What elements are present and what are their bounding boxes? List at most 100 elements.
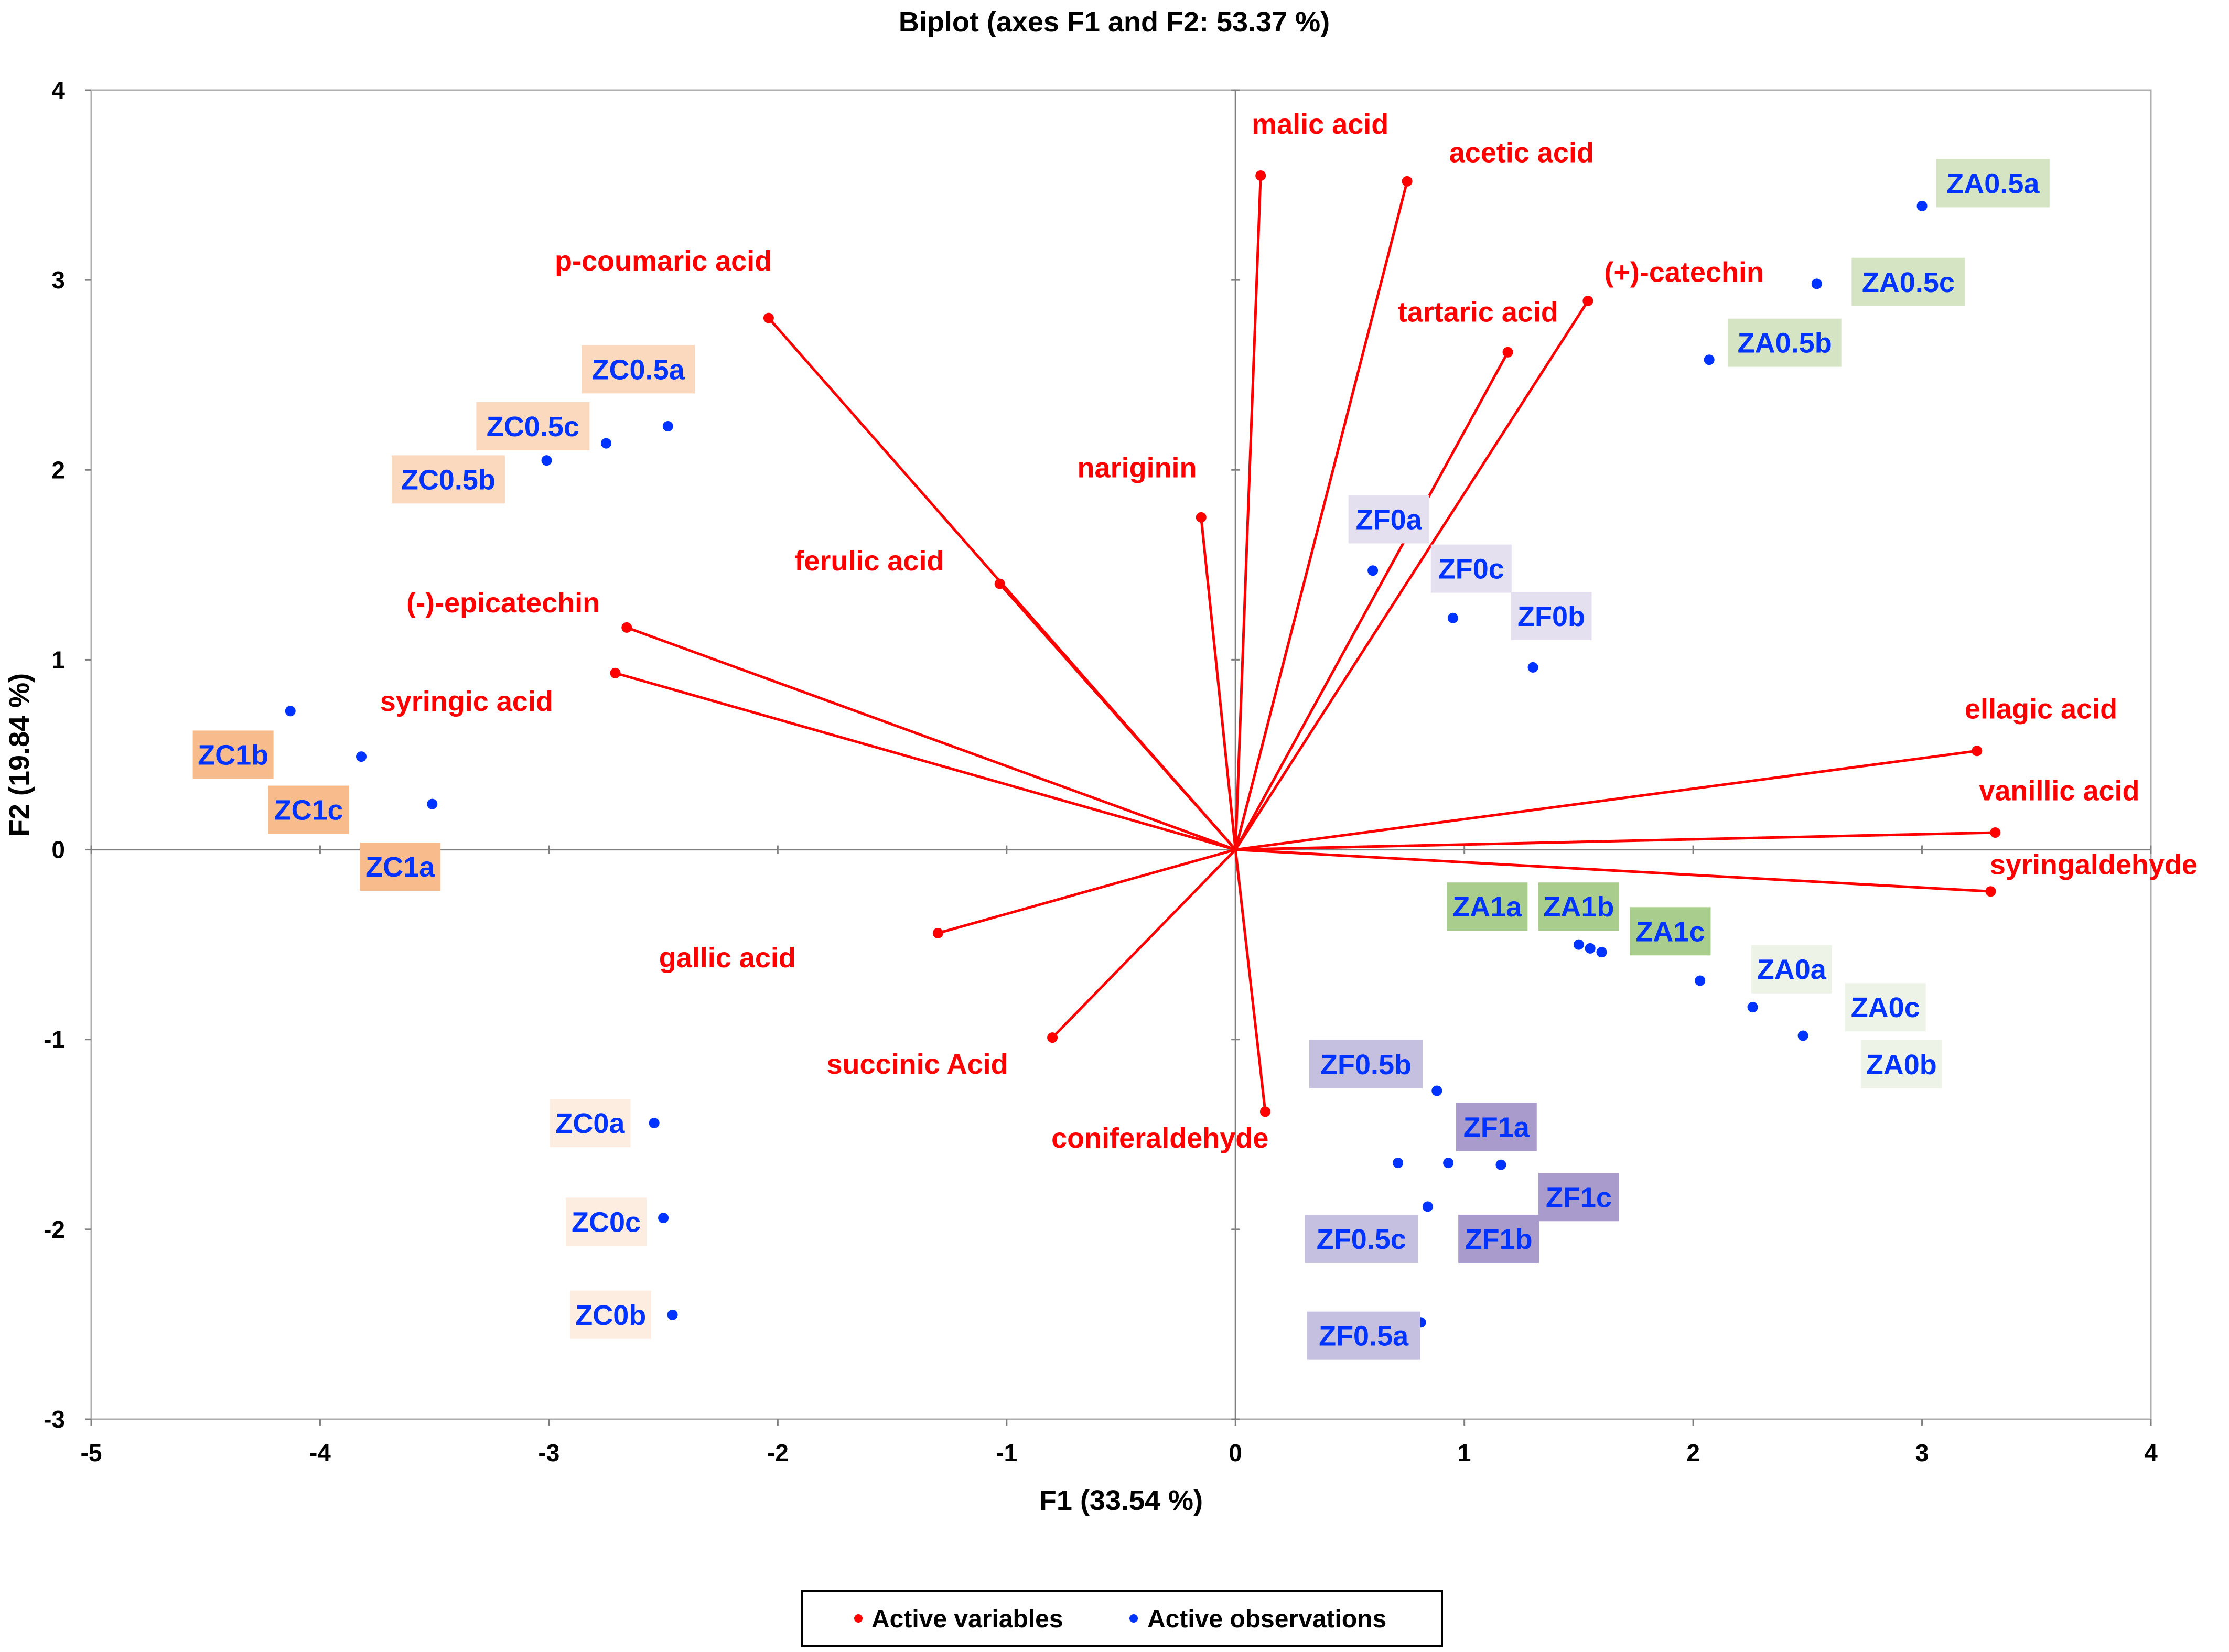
observation-label-box <box>1538 882 1619 931</box>
observation-label-box <box>476 402 590 450</box>
observation-label-box <box>1447 882 1528 931</box>
observation-label-box <box>391 455 505 504</box>
observation-label: ZC0.5c <box>487 411 579 442</box>
variable-label: p-coumaric acid <box>555 245 772 277</box>
x-tick-label: -4 <box>309 1439 331 1466</box>
variable-vector <box>1234 175 1262 850</box>
observation-point <box>1495 1159 1506 1170</box>
variable-label: (+)-catechin <box>1604 257 1764 288</box>
legend-variables-marker <box>854 1614 863 1623</box>
x-tick-label: 4 <box>2144 1439 2158 1466</box>
observation-label-box <box>1305 1214 1418 1263</box>
observation-point <box>667 1309 678 1320</box>
observation-point <box>541 455 552 466</box>
observation-point <box>1367 565 1379 576</box>
observation-label: ZC0.5a <box>592 354 685 385</box>
variable-point <box>1582 295 1593 306</box>
y-tick-label: -3 <box>44 1406 65 1433</box>
variable-label: (-)-epicatechin <box>406 587 600 619</box>
variable-point <box>621 622 632 633</box>
variable-point <box>1402 176 1413 187</box>
observation-label-box <box>1348 495 1429 544</box>
variable-vector <box>1235 848 1991 893</box>
x-tick-label: 1 <box>1458 1439 1471 1466</box>
variable-label: succinic Acid <box>827 1049 1008 1080</box>
variable-point <box>763 312 774 323</box>
observation-label: ZF0.5a <box>1319 1321 1409 1352</box>
variable-label: syringaldehyde <box>1990 849 2198 881</box>
observation-label: ZA0.5a <box>1946 168 2040 199</box>
observation-label-box <box>1751 945 1832 994</box>
observation-point <box>1596 947 1607 958</box>
observation-point <box>427 798 438 809</box>
variable-point <box>1047 1032 1058 1043</box>
variable-vector <box>938 848 1236 935</box>
y-axis-ticks: -3 -2 -1 0 1 2 3 4 <box>44 77 1240 1433</box>
x-tick-label: 0 <box>1229 1439 1242 1466</box>
variable-vector <box>1234 300 1589 850</box>
y-axis-title: F2 (19.84 %) <box>4 673 35 837</box>
observation-point <box>1916 200 1928 211</box>
legend: Active variables Active observations <box>801 1590 1443 1647</box>
x-tick-label: 2 <box>1686 1439 1700 1466</box>
plot-frame <box>90 89 2152 1420</box>
observation-label: ZC1a <box>365 851 435 883</box>
x-tick-label: -1 <box>996 1439 1017 1466</box>
observation-points <box>285 200 1928 1328</box>
observation-label: ZA0b <box>1866 1049 1937 1081</box>
x-axis-title: F1 (33.54 %) <box>1039 1485 1203 1516</box>
observation-point <box>356 751 367 762</box>
variable-label: malic acid <box>1252 109 1388 140</box>
observation-label-box <box>268 785 349 834</box>
observation-point <box>1747 1002 1758 1013</box>
observation-label-box <box>1851 257 1965 306</box>
observation-point <box>1393 1158 1404 1169</box>
observation-point <box>1585 943 1596 954</box>
observation-label: ZA1c <box>1635 916 1705 947</box>
observation-point <box>1443 1158 1454 1169</box>
observation-label-box <box>550 1099 631 1148</box>
variable-vector <box>1200 517 1237 850</box>
observation-label: ZF1c <box>1546 1182 1612 1213</box>
variable-vector <box>1235 749 1977 851</box>
variable-label: coniferaldehyde <box>1051 1122 1268 1154</box>
variable-vector <box>1051 848 1237 1039</box>
variable-point <box>1255 170 1266 181</box>
variable-vectors: malic acid acetic acid p-coumaric acid (+)-… <box>380 109 2198 1154</box>
observation-label-box <box>1430 544 1512 593</box>
observation-label: ZF1b <box>1465 1224 1533 1255</box>
x-tick-label: 3 <box>1915 1439 1929 1466</box>
observation-point <box>1527 662 1538 673</box>
y-tick-label: 4 <box>51 77 65 104</box>
x-tick-label: -5 <box>81 1439 102 1466</box>
x-axis-ticks: -5 -4 -3 -2 -1 0 1 2 3 4 <box>81 845 2158 1466</box>
variable-vector <box>1234 849 1267 1112</box>
observation-label: ZF0.5c <box>1317 1224 1406 1255</box>
legend-box <box>801 1590 1443 1647</box>
variable-point <box>1196 512 1207 523</box>
observation-label: ZA1b <box>1543 891 1614 923</box>
observation-label-box <box>1456 1103 1537 1151</box>
legend-observations-label: Active observations <box>1147 1605 1386 1633</box>
observation-label: ZA0.5b <box>1738 328 1832 359</box>
observation-label: ZF1a <box>1463 1111 1530 1143</box>
observation-label: ZA0.5c <box>1862 267 1955 298</box>
observation-label-box <box>360 843 441 891</box>
observation-label-box <box>570 1290 651 1339</box>
variable-label: syringic acid <box>380 686 553 717</box>
observation-point <box>1797 1030 1808 1041</box>
variable-point <box>1259 1106 1270 1117</box>
variable-vector <box>1234 181 1408 850</box>
legend-observations-marker <box>1129 1614 1138 1623</box>
variable-point <box>1990 827 2001 838</box>
observation-label: ZC0b <box>575 1300 646 1331</box>
observation-point <box>658 1213 669 1224</box>
variable-vector <box>1234 351 1509 850</box>
observation-label-box <box>1936 159 2050 208</box>
observation-point <box>1422 1201 1433 1212</box>
observation-point <box>1695 975 1706 986</box>
variable-label: gallic acid <box>659 942 796 974</box>
observation-label: ZC1c <box>274 795 343 826</box>
observation-label: ZA1a <box>1452 891 1522 923</box>
variable-label: ferulic acid <box>794 545 944 577</box>
